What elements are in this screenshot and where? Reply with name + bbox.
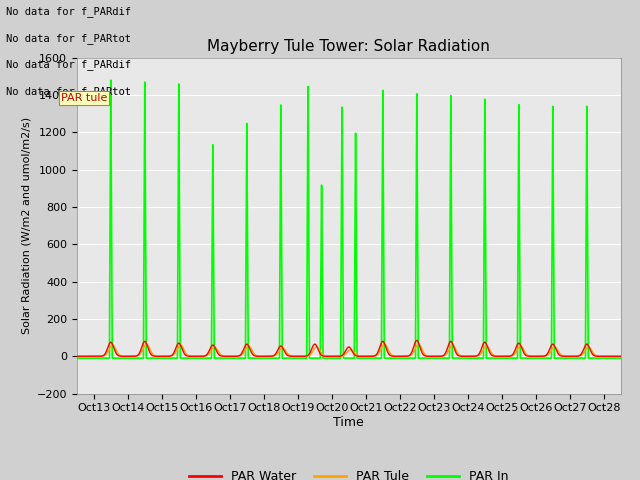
Text: No data for f_PARtot: No data for f_PARtot xyxy=(6,33,131,44)
Legend: PAR Water, PAR Tule, PAR In: PAR Water, PAR Tule, PAR In xyxy=(184,465,513,480)
X-axis label: Time: Time xyxy=(333,416,364,429)
Text: No data for f_PARdif: No data for f_PARdif xyxy=(6,6,131,17)
Title: Mayberry Tule Tower: Solar Radiation: Mayberry Tule Tower: Solar Radiation xyxy=(207,39,490,54)
Text: No data for f_PARdif: No data for f_PARdif xyxy=(6,59,131,70)
Text: PAR tule: PAR tule xyxy=(61,93,107,103)
Text: No data for f_PARtot: No data for f_PARtot xyxy=(6,85,131,96)
Y-axis label: Solar Radiation (W/m2 and umol/m2/s): Solar Radiation (W/m2 and umol/m2/s) xyxy=(21,117,31,334)
